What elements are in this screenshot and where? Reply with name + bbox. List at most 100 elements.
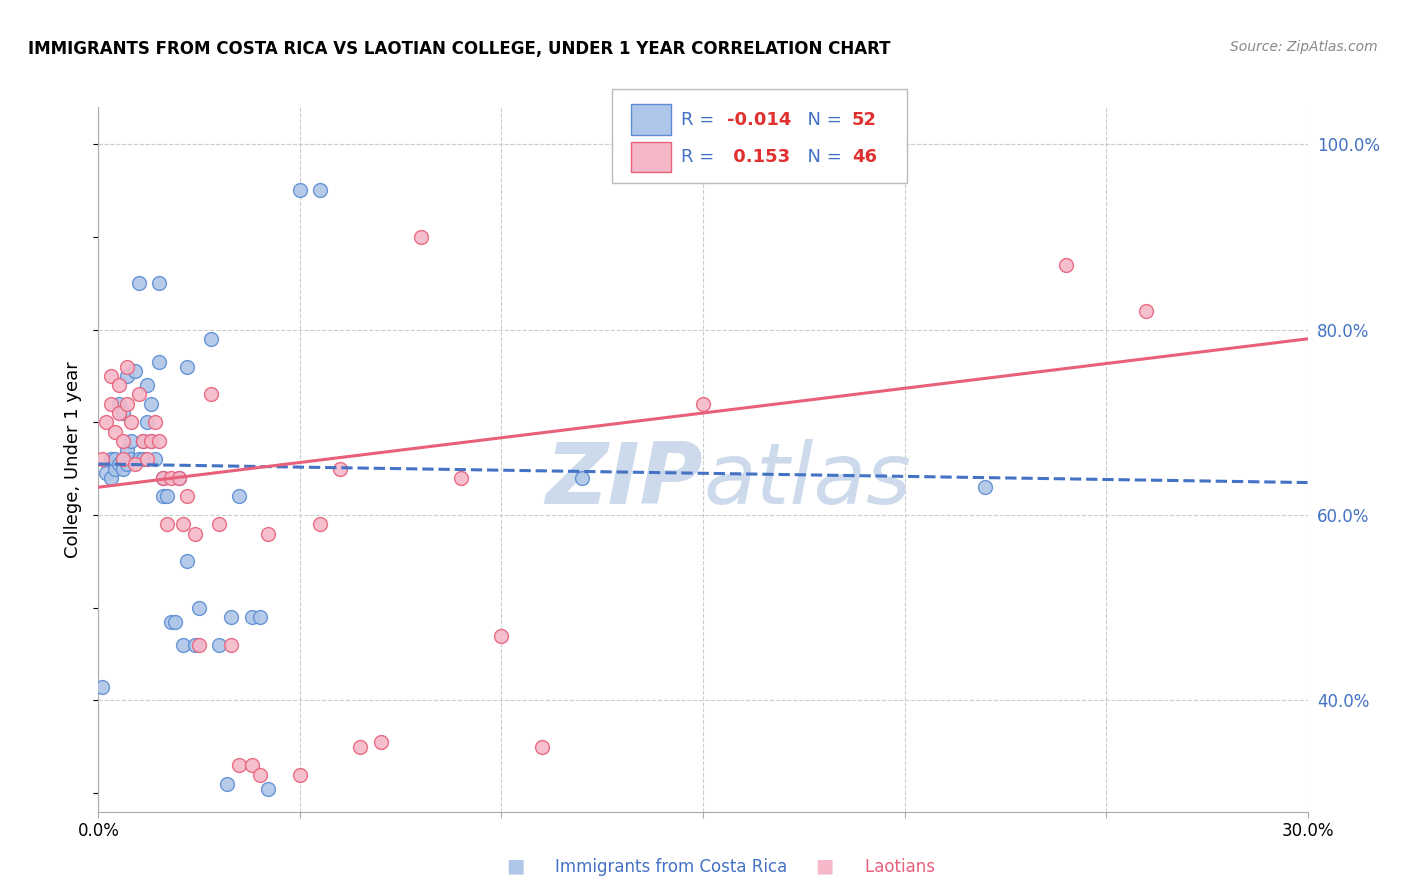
Text: R =: R = (681, 148, 720, 166)
Point (111, 461, 134, 475)
Text: Source: ZipAtlas.com: Source: ZipAtlas.com (1230, 40, 1378, 54)
Point (176, 490, 198, 504)
Point (200, 332, 222, 346)
Point (115, 368, 138, 383)
Point (111, 452, 134, 467)
Point (184, 526, 207, 541)
Point (228, 490, 250, 504)
Point (309, 517, 332, 532)
Text: ■: ■ (815, 857, 834, 876)
Point (139, 397, 162, 411)
Point (208, 517, 231, 532)
Point (692, 397, 714, 411)
Point (100, 452, 122, 467)
Point (128, 277, 150, 291)
Point (163, 615, 186, 629)
Point (124, 457, 146, 471)
Text: ZIP: ZIP (546, 439, 703, 522)
Point (176, 359, 198, 374)
Text: R =: R = (681, 111, 720, 128)
Point (530, 739, 553, 754)
Point (148, 355, 170, 369)
Point (221, 638, 243, 652)
Point (221, 610, 243, 624)
Point (200, 387, 222, 401)
Point (100, 471, 122, 485)
Point (120, 434, 142, 448)
Text: IMMIGRANTS FROM COSTA RICA VS LAOTIAN COLLEGE, UNDER 1 YEAR CORRELATION CHART: IMMIGRANTS FROM COSTA RICA VS LAOTIAN CO… (28, 40, 890, 58)
Point (115, 359, 138, 374)
Point (115, 443, 138, 458)
Point (120, 452, 142, 467)
Point (152, 471, 174, 485)
Point (288, 767, 311, 781)
Text: Immigrants from Costa Rica: Immigrants from Costa Rica (534, 858, 787, 876)
Point (349, 739, 371, 754)
Point (288, 184, 311, 198)
Point (124, 364, 146, 378)
Point (139, 434, 162, 448)
Point (128, 387, 150, 401)
Point (103, 425, 125, 439)
Point (139, 434, 162, 448)
Point (132, 434, 155, 448)
Point (111, 406, 134, 420)
Point (120, 415, 142, 429)
Text: N =: N = (796, 148, 848, 166)
Point (132, 452, 155, 467)
Text: 46: 46 (852, 148, 877, 166)
Point (167, 471, 190, 485)
Point (370, 735, 392, 749)
Point (249, 610, 271, 624)
Point (115, 397, 138, 411)
Point (100, 368, 122, 383)
Point (115, 457, 138, 471)
Point (249, 767, 271, 781)
Point (256, 781, 278, 796)
Point (309, 184, 332, 198)
Point (135, 378, 157, 392)
Point (329, 461, 352, 475)
Text: atlas: atlas (703, 439, 911, 522)
Point (135, 415, 157, 429)
Point (152, 490, 174, 504)
Point (160, 615, 183, 629)
Text: N =: N = (796, 111, 848, 128)
Point (450, 471, 472, 485)
Text: ■: ■ (506, 857, 524, 876)
Text: -0.014: -0.014 (727, 111, 792, 128)
Point (107, 378, 129, 392)
Point (103, 461, 125, 475)
Point (143, 415, 166, 429)
Point (571, 471, 593, 485)
Text: Laotians: Laotians (844, 858, 935, 876)
Point (240, 610, 263, 624)
Point (143, 452, 166, 467)
Point (152, 471, 174, 485)
Point (103, 452, 125, 467)
Text: 52: 52 (852, 111, 877, 128)
Point (1054, 258, 1077, 272)
Point (184, 638, 207, 652)
Point (188, 600, 211, 615)
Text: 0.153: 0.153 (727, 148, 790, 166)
Point (128, 452, 150, 467)
Point (974, 480, 997, 494)
Point (107, 457, 129, 471)
Point (172, 638, 194, 652)
Point (256, 526, 278, 541)
Point (160, 471, 183, 485)
Point (91, 452, 114, 467)
Point (491, 629, 513, 643)
Point (409, 230, 432, 244)
Point (111, 434, 134, 448)
Point (228, 758, 250, 772)
Point (873, 814, 896, 828)
Point (135, 452, 157, 467)
Point (96, 467, 118, 481)
Point (208, 638, 231, 652)
Point (132, 434, 155, 448)
Point (107, 397, 129, 411)
Point (156, 490, 179, 504)
Point (148, 434, 170, 448)
